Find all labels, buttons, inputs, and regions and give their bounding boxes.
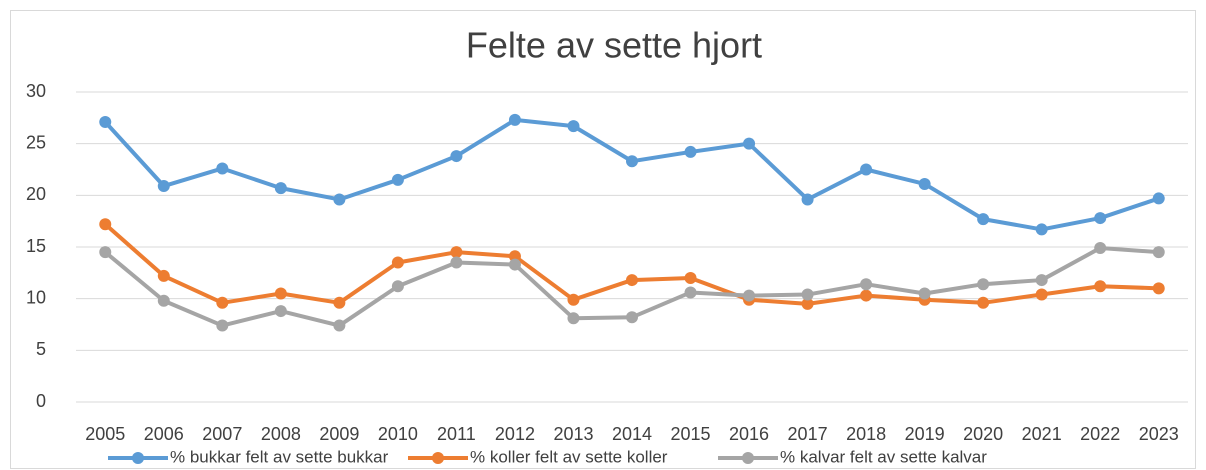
x-tick-label: 2017 [788,424,828,444]
data-point [216,319,229,332]
data-point [1035,274,1048,287]
data-point [977,213,990,226]
data-point [743,289,756,302]
data-point [1094,242,1107,255]
data-point [157,269,170,282]
data-point [274,305,287,318]
data-point [1035,223,1048,236]
data-point [860,289,873,302]
x-tick-label: 2013 [553,424,593,444]
data-point [1094,280,1107,293]
y-tick-label: 20 [26,184,46,204]
legend-label: % koller felt av sette koller [470,447,668,466]
y-tick-label: 0 [36,391,46,411]
data-point [450,256,463,269]
data-point [801,297,814,310]
x-tick-label: 2020 [963,424,1003,444]
data-point [157,294,170,307]
data-point [333,319,346,332]
data-point [333,296,346,309]
data-point [918,177,931,190]
data-point [626,155,638,168]
data-point [1094,212,1107,225]
x-tick-label: 2014 [612,424,652,444]
data-point [918,287,931,300]
data-point [508,250,521,263]
y-tick-label: 25 [26,132,46,152]
data-point [626,274,638,287]
data-point [860,163,873,176]
x-tick-label: 2010 [378,424,418,444]
x-tick-label: 2021 [1022,424,1062,444]
data-point [391,173,404,186]
data-point [274,287,287,300]
data-point [1035,288,1048,301]
x-tick-label: 2019 [905,424,945,444]
data-point [216,296,229,309]
data-point [508,113,521,126]
chart-title: Felte av sette hjort [466,25,762,66]
data-point [743,137,756,150]
y-tick-label: 5 [36,339,46,359]
data-point [508,258,521,271]
legend-marker [432,452,444,464]
data-point [567,293,580,306]
x-tick-label: 2008 [261,424,301,444]
data-point [1152,246,1165,259]
data-point [216,162,229,175]
data-point [801,288,814,301]
data-point [157,180,170,193]
x-tick-label: 2015 [671,424,711,444]
legend-label: % bukkar felt av sette bukkar [170,447,389,466]
x-tick-label: 2011 [437,424,476,444]
data-point [860,278,873,291]
data-point [450,246,463,259]
x-tick-label: 2007 [202,424,242,444]
x-tick-label: 2016 [729,424,769,444]
data-point [99,218,112,231]
x-tick-label: 2012 [495,424,535,444]
data-point [274,182,287,195]
y-tick-label: 30 [26,81,46,101]
data-point [977,296,990,309]
data-point [1152,282,1165,295]
x-tick-label: 2005 [85,424,125,444]
data-point [567,120,580,133]
data-point [626,311,638,324]
y-tick-label: 15 [26,236,46,256]
chart-frame [10,10,1196,469]
data-point [801,193,814,206]
data-point [391,280,404,293]
x-tick-label: 2009 [319,424,359,444]
legend-label: % kalvar felt av sette kalvar [780,447,987,466]
x-tick-label: 2018 [846,424,886,444]
data-point [684,286,697,299]
data-point [977,278,990,291]
y-tick-label: 10 [26,287,46,307]
data-point [450,150,463,163]
data-point [684,272,697,284]
data-point [684,145,697,158]
data-point [333,193,346,206]
data-point [391,256,404,269]
x-tick-label: 2006 [144,424,184,444]
data-point [99,246,112,259]
data-point [567,312,580,325]
data-point [99,115,112,128]
data-point [1152,192,1165,205]
x-tick-label: 2023 [1139,424,1179,444]
x-tick-label: 2022 [1080,424,1120,444]
legend-marker [132,452,144,464]
legend-marker [742,452,754,464]
